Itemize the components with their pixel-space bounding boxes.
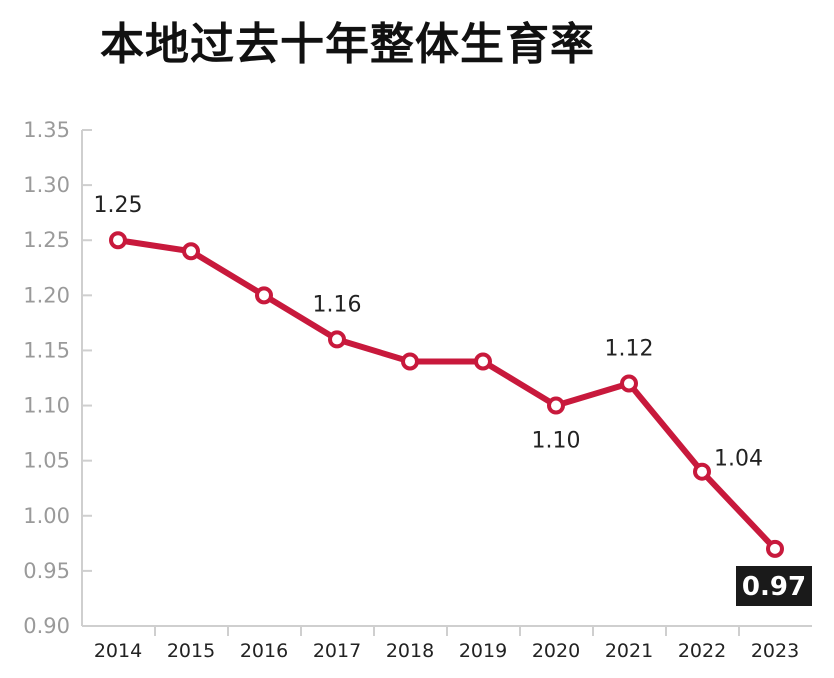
data-point-2023 [766,539,784,558]
data-point-2017 [328,330,346,349]
data-label-2020: 1.10 [532,429,581,454]
chart-axes [81,130,812,627]
y-tick-label: 1.15 [23,338,70,362]
highlight-label-box [736,566,812,606]
x-tick-label: 2021 [605,640,653,662]
data-point-2015 [182,242,200,261]
x-tick-label: 2016 [240,640,288,662]
y-tick-label: 1.05 [23,449,70,473]
data-label-2021: 1.12 [605,337,654,362]
y-axis-ticks: 1.35 1.30 1.25 1.20 1.15 1.10 1.05 1.00 0.95 0.90 [23,118,92,638]
series-line-group [115,237,778,552]
y-tick-label: 1.35 [23,118,70,142]
y-tick-label: 1.20 [23,283,70,307]
x-tick-label: 2022 [678,640,726,662]
data-point-2021 [620,374,638,393]
x-tick-label: 2020 [532,640,580,662]
data-label-2014: 1.25 [94,193,143,218]
data-label-2023: 0.97 [742,572,806,602]
x-axis-ticks: 2014 2015 2016 2017 2018 2019 2020 2021 2022 2023 [94,626,799,662]
data-point-2014 [109,231,127,250]
y-tick-label: 1.25 [23,228,70,252]
x-tick-label: 2017 [313,640,361,662]
x-tick-label: 2014 [94,640,142,662]
data-point-2019 [474,352,492,371]
data-labels: 1.25 1.16 1.10 1.12 1.04 0.97 [94,193,812,606]
series-line [115,237,778,552]
y-tick-label: 0.95 [23,559,70,583]
x-tick-label: 2023 [751,640,799,662]
data-label-2017: 1.16 [313,292,362,317]
x-tick-label: 2018 [386,640,434,662]
x-tick-label: 2019 [459,640,507,662]
data-point-2018 [401,352,419,371]
y-tick-label: 0.90 [23,614,70,638]
chart-title: 本地过去十年整体生育率 [100,19,595,70]
y-tick-label: 1.10 [23,394,70,418]
data-label-2022: 1.04 [714,447,763,472]
y-tick-label: 1.00 [23,504,70,528]
x-tick-label: 2015 [167,640,215,662]
data-point-2020 [547,396,565,415]
y-tick-label: 1.30 [23,173,70,197]
data-point-2022 [693,462,711,481]
data-points [109,231,784,558]
data-point-2016 [255,286,273,305]
